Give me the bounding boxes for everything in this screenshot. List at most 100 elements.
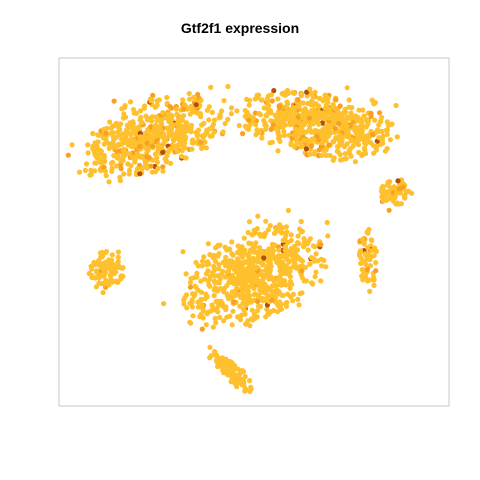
data-point <box>292 132 298 138</box>
data-point <box>281 129 287 135</box>
data-point <box>171 135 177 141</box>
data-point <box>194 270 200 276</box>
data-point <box>377 110 383 116</box>
data-point <box>294 139 300 146</box>
data-point <box>122 139 128 145</box>
data-point <box>277 274 283 280</box>
data-point <box>285 108 291 114</box>
data-point <box>203 322 209 328</box>
data-point <box>292 243 298 249</box>
data-point <box>134 151 141 157</box>
data-point <box>139 119 145 125</box>
data-point <box>268 247 274 253</box>
data-point <box>144 140 150 146</box>
data-point <box>128 125 135 131</box>
data-point <box>319 152 325 158</box>
data-point <box>209 302 215 308</box>
data-point <box>291 107 297 113</box>
data-point <box>247 278 253 284</box>
data-point <box>188 125 194 131</box>
data-point <box>361 258 367 264</box>
data-point <box>184 305 190 311</box>
data-point <box>368 248 375 254</box>
data-point <box>164 153 170 159</box>
data-point <box>271 88 277 94</box>
data-point <box>290 90 296 96</box>
data-point <box>359 273 365 279</box>
data-point <box>164 94 170 101</box>
data-point <box>307 236 313 242</box>
data-point <box>346 115 353 121</box>
data-point <box>242 287 248 293</box>
data-point <box>336 121 342 127</box>
data-point <box>137 154 143 160</box>
data-point <box>213 299 219 305</box>
data-point <box>384 131 390 137</box>
data-point <box>113 120 119 126</box>
data-point <box>239 312 245 318</box>
data-point <box>190 108 196 114</box>
data-point <box>179 117 186 123</box>
data-point <box>212 315 218 322</box>
data-point <box>189 140 196 146</box>
data-point <box>299 268 305 274</box>
data-point <box>323 152 329 158</box>
data-point <box>376 135 382 141</box>
data-point <box>318 278 324 284</box>
data-point <box>154 159 160 165</box>
data-point <box>227 275 233 281</box>
data-point <box>205 241 211 247</box>
data-point <box>379 128 385 134</box>
data-point <box>318 242 324 248</box>
data-point <box>292 261 298 267</box>
data-point <box>265 227 271 233</box>
data-point <box>85 142 91 148</box>
data-point <box>199 326 205 332</box>
data-point <box>379 194 385 200</box>
data-point <box>190 313 196 319</box>
data-point <box>152 151 158 157</box>
data-point <box>240 254 246 260</box>
data-point <box>299 129 305 135</box>
data-point <box>195 263 201 269</box>
data-point <box>365 245 371 251</box>
data-point <box>293 126 299 133</box>
data-point <box>223 263 229 269</box>
data-point <box>213 320 219 326</box>
data-point <box>220 303 226 310</box>
data-point <box>296 241 302 247</box>
data-point <box>278 301 284 308</box>
data-point <box>380 133 386 139</box>
data-point <box>250 263 256 269</box>
data-point <box>195 91 201 98</box>
data-point <box>131 110 137 116</box>
data-point <box>210 324 216 330</box>
data-point <box>301 137 307 144</box>
data-point <box>322 92 328 99</box>
data-point <box>402 192 408 198</box>
data-point <box>326 132 332 138</box>
data-point <box>251 231 257 237</box>
data-point <box>233 377 239 383</box>
data-point <box>339 141 345 147</box>
data-point <box>330 120 336 126</box>
data-point <box>137 108 143 114</box>
data-point <box>154 102 160 108</box>
data-point <box>216 251 222 257</box>
data-point <box>248 384 254 390</box>
data-point <box>181 113 187 119</box>
data-point <box>228 111 234 117</box>
data-point <box>359 130 365 136</box>
data-point <box>268 92 274 98</box>
data-point <box>76 169 83 175</box>
data-point <box>360 107 366 113</box>
data-point <box>310 243 316 249</box>
data-point <box>166 118 172 125</box>
data-point <box>166 113 172 119</box>
data-point <box>286 266 292 272</box>
data-point <box>95 132 101 138</box>
data-point <box>147 115 153 121</box>
data-point <box>120 265 126 271</box>
data-point <box>271 230 278 236</box>
data-point <box>127 120 133 126</box>
